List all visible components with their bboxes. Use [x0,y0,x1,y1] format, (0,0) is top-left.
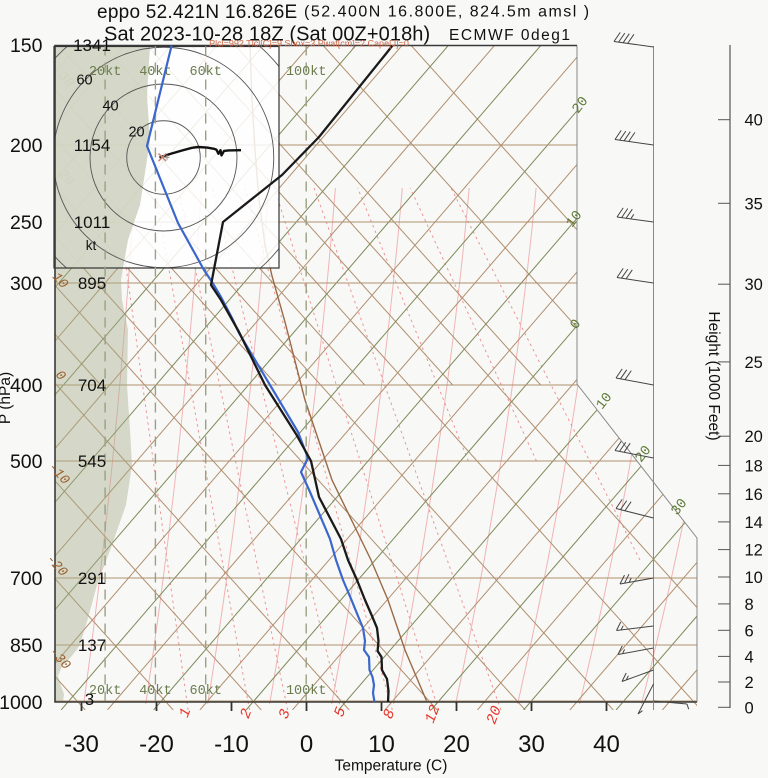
svg-text:40: 40 [593,731,620,758]
svg-text:20: 20 [128,125,144,141]
svg-text:30: 30 [745,276,763,294]
svg-text:300: 300 [10,273,43,295]
svg-text:137: 137 [78,636,106,655]
svg-text:-10: -10 [214,731,249,758]
svg-text:18: 18 [745,457,763,475]
svg-text:12: 12 [745,542,763,560]
svg-text:Plcl=992 Tlcl[C]=9 Shox=3 Pwat: Plcl=992 Tlcl[C]=9 Shox=3 Pwat[cm]=2 Cap… [209,39,409,49]
svg-text:Temperature (C): Temperature (C) [335,758,448,775]
svg-text:ECMWF 0deg1: ECMWF 0deg1 [449,27,571,44]
svg-text:14: 14 [745,514,763,532]
svg-text:35: 35 [745,195,763,213]
svg-text:60kt: 60kt [189,65,221,80]
svg-text:eppo 52.421N 16.826E: eppo 52.421N 16.826E [97,2,297,23]
svg-text:60kt: 60kt [189,684,221,699]
svg-text:60: 60 [76,73,92,89]
svg-text:40: 40 [745,112,763,130]
svg-text:40: 40 [102,99,118,115]
svg-text:20: 20 [443,731,470,758]
svg-text:20kt: 20kt [89,684,121,699]
svg-text:1011: 1011 [74,213,111,232]
svg-text:6: 6 [745,622,754,640]
svg-text:700: 700 [10,568,43,590]
svg-text:850: 850 [10,635,43,657]
svg-text:40kt: 40kt [139,684,171,699]
svg-text:(52.400N 16.800E, 824.5m amsl: (52.400N 16.800E, 824.5m amsl ) [304,4,591,21]
svg-text:16: 16 [745,486,763,504]
svg-text:291: 291 [78,569,106,588]
svg-text:250: 250 [10,212,43,234]
svg-text:200: 200 [10,135,43,157]
svg-text:20: 20 [745,428,763,446]
svg-text:20: 20 [484,704,506,727]
svg-text:0: 0 [300,731,313,758]
svg-text:3: 3 [85,690,94,709]
svg-text:895: 895 [78,274,106,293]
svg-text:kt: kt [86,238,97,253]
svg-text:1341: 1341 [73,36,111,55]
svg-text:Sat 2023-10-28 18Z (Sat 00Z+01: Sat 2023-10-28 18Z (Sat 00Z+018h) [104,24,430,46]
svg-text:Height (1000 Feet): Height (1000 Feet) [705,311,722,440]
svg-text:2: 2 [745,674,754,692]
svg-text:20kt: 20kt [89,65,121,80]
svg-text:4: 4 [745,648,754,666]
svg-text:1000: 1000 [0,692,43,714]
svg-text:-20: -20 [139,731,174,758]
svg-text:P (hPa): P (hPa) [0,372,14,424]
svg-text:0: 0 [745,699,754,717]
svg-text:30: 30 [518,731,545,758]
svg-text:704: 704 [78,376,106,395]
svg-text:500: 500 [10,451,43,473]
svg-text:100kt: 100kt [286,65,327,80]
svg-text:-30: -30 [64,731,99,758]
svg-text:545: 545 [78,452,106,471]
svg-text:400: 400 [10,375,43,397]
svg-text:1154: 1154 [74,136,111,155]
svg-text:12: 12 [422,703,444,726]
svg-text:25: 25 [745,354,763,372]
svg-text:10: 10 [745,569,763,587]
svg-text:100kt: 100kt [286,684,327,699]
svg-text:8: 8 [745,596,754,614]
svg-text:10: 10 [368,731,395,758]
svg-text:150: 150 [10,35,43,57]
